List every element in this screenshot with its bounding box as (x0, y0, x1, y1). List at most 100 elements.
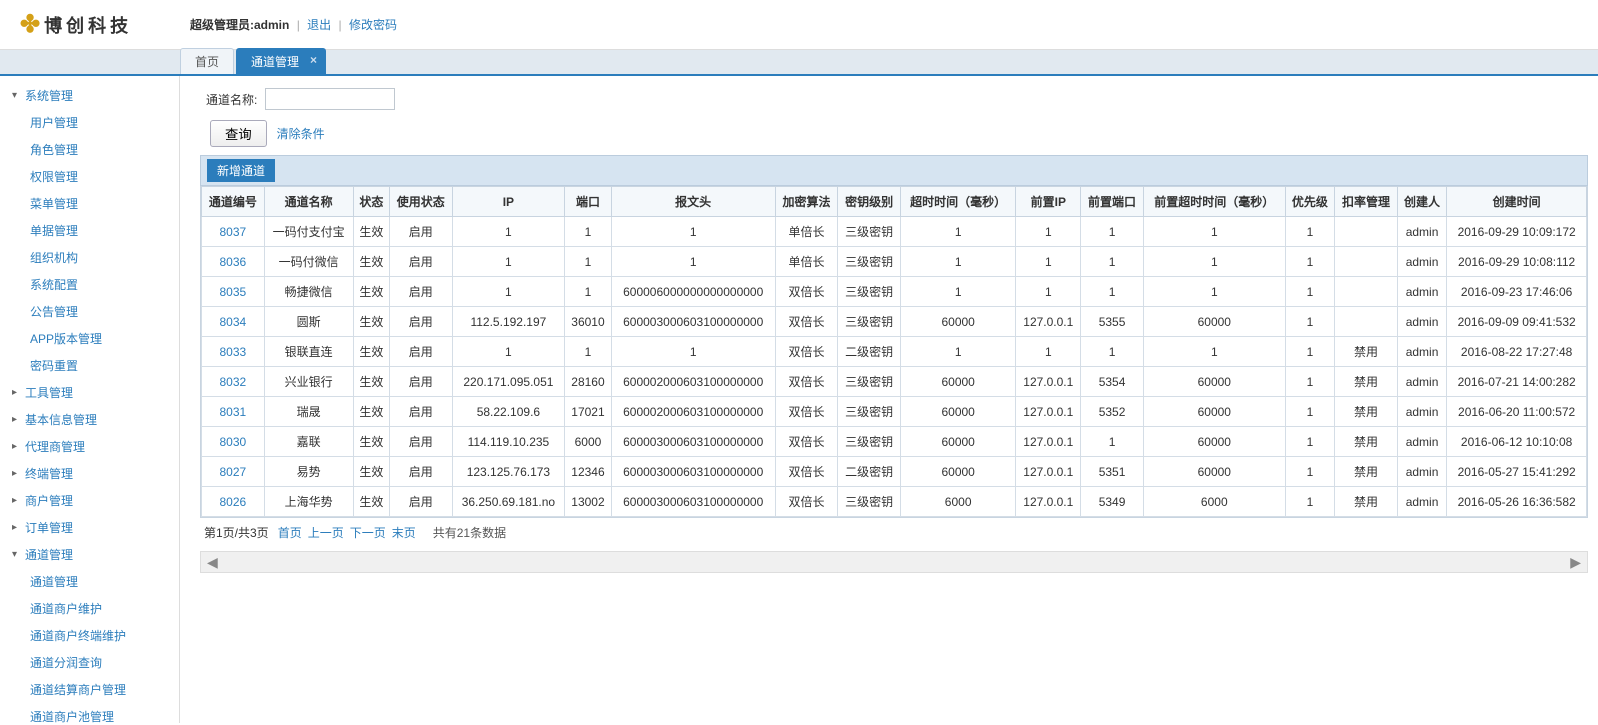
table-cell: 36.250.69.181.no (452, 487, 565, 517)
logo: ✤ 博创科技 (0, 10, 180, 39)
page-count: 共有21条数据 (433, 524, 506, 541)
table-cell: 127.0.0.1 (1016, 307, 1081, 337)
sidebar-item[interactable]: ▸代理商管理 (0, 433, 179, 460)
sidebar-child[interactable]: 通道商户池管理 (0, 703, 179, 723)
column-header: 状态 (353, 187, 389, 217)
user-info: 超级管理员:admin | 退出 | 修改密码 (180, 16, 397, 33)
table-cell: 1 (900, 277, 1015, 307)
table-cell: 三级密钥 (838, 217, 901, 247)
sidebar-child[interactable]: 单据管理 (0, 217, 179, 244)
sidebar-child[interactable]: 菜单管理 (0, 190, 179, 217)
table-cell: 600002000603100000000 (611, 367, 775, 397)
sidebar-child[interactable]: 组织机构 (0, 244, 179, 271)
sidebar-item-channel[interactable]: ▾ 通道管理 (0, 541, 179, 568)
table-cell[interactable]: 8032 (202, 367, 265, 397)
logo-icon: ✤ (20, 10, 40, 39)
scroll-right-icon[interactable]: ▶ (1570, 554, 1581, 571)
table-cell: 禁用 (1335, 397, 1398, 427)
table-cell: 60000 (900, 457, 1015, 487)
sidebar-item[interactable]: ▸终端管理 (0, 460, 179, 487)
sidebar-child[interactable]: 通道商户终端维护 (0, 622, 179, 649)
horizontal-scrollbar[interactable]: ◀ ▶ (200, 551, 1588, 573)
table-cell: 28160 (565, 367, 612, 397)
table-cell: 600002000603100000000 (611, 397, 775, 427)
table-cell (1335, 217, 1398, 247)
pagination: 第1页/共3页 首页 上一页 下一页 末页 共有21条数据 (200, 518, 1588, 547)
table-cell: 启用 (389, 247, 452, 277)
table-cell: 生效 (353, 397, 389, 427)
page-first[interactable]: 首页 (278, 524, 302, 541)
table-cell: 1 (1285, 307, 1334, 337)
clear-conditions-link[interactable]: 清除条件 (277, 125, 325, 142)
caret-right-icon: ▸ (12, 387, 22, 398)
sidebar-item[interactable]: ▸工具管理 (0, 379, 179, 406)
table-cell: 2016-05-27 15:41:292 (1447, 457, 1587, 487)
table-cell: 二级密钥 (838, 457, 901, 487)
table-cell: admin (1397, 217, 1446, 247)
tab-close-icon[interactable]: × (310, 53, 317, 67)
table-cell: 60000 (1143, 457, 1285, 487)
sidebar-child[interactable]: 权限管理 (0, 163, 179, 190)
sidebar-child[interactable]: 通道分润查询 (0, 649, 179, 676)
column-header: 创建人 (1397, 187, 1446, 217)
table-cell[interactable]: 8026 (202, 487, 265, 517)
sidebar-item[interactable]: ▸商户管理 (0, 487, 179, 514)
sidebar-child[interactable]: 用户管理 (0, 109, 179, 136)
sidebar-child[interactable]: 系统配置 (0, 271, 179, 298)
table-cell[interactable]: 8037 (202, 217, 265, 247)
table-cell: 1 (1285, 277, 1334, 307)
table-cell[interactable]: 8031 (202, 397, 265, 427)
scroll-left-icon[interactable]: ◀ (207, 554, 218, 571)
table-cell: admin (1397, 367, 1446, 397)
table-cell: 600006000000000000000 (611, 277, 775, 307)
table-row: 8035畅捷微信生效启用11600006000000000000000双倍长三级… (202, 277, 1587, 307)
table-cell: 60000 (900, 367, 1015, 397)
sidebar-item-system[interactable]: ▾ 系统管理 (0, 82, 179, 109)
table-cell: 6000 (565, 427, 612, 457)
table-cell: admin (1397, 247, 1446, 277)
top-header: ✤ 博创科技 超级管理员:admin | 退出 | 修改密码 (0, 0, 1598, 50)
table-cell: 123.125.76.173 (452, 457, 565, 487)
search-button[interactable]: 查询 (210, 120, 267, 147)
table-cell: 127.0.0.1 (1016, 457, 1081, 487)
table-cell: 三级密钥 (838, 247, 901, 277)
sidebar-item[interactable]: ▸基本信息管理 (0, 406, 179, 433)
table-cell: 2016-09-29 10:09:172 (1447, 217, 1587, 247)
tab-channel-manage[interactable]: 通道管理 × (236, 48, 326, 74)
table-cell: 600003000603100000000 (611, 487, 775, 517)
sidebar-child[interactable]: 通道管理 (0, 568, 179, 595)
table-cell: 1 (1016, 217, 1081, 247)
tab-home[interactable]: 首页 (180, 48, 234, 74)
table-cell: 2016-09-23 17:46:06 (1447, 277, 1587, 307)
sidebar-child[interactable]: APP版本管理 (0, 325, 179, 352)
table-cell: 5355 (1081, 307, 1144, 337)
table-cell[interactable]: 8033 (202, 337, 265, 367)
table-cell: 1 (1285, 337, 1334, 367)
table-cell: 5354 (1081, 367, 1144, 397)
sidebar-child[interactable]: 角色管理 (0, 136, 179, 163)
sidebar-child[interactable]: 公告管理 (0, 298, 179, 325)
page-last[interactable]: 末页 (392, 524, 416, 541)
channel-name-input[interactable] (265, 88, 395, 110)
add-channel-button[interactable]: 新增通道 (207, 159, 275, 182)
sidebar-child[interactable]: 密码重置 (0, 352, 179, 379)
table-cell[interactable]: 8027 (202, 457, 265, 487)
table-cell[interactable]: 8030 (202, 427, 265, 457)
table-cell: 2016-05-26 16:36:582 (1447, 487, 1587, 517)
caret-right-icon: ▸ (12, 414, 22, 425)
change-password-link[interactable]: 修改密码 (349, 18, 397, 32)
sidebar-child[interactable]: 通道商户维护 (0, 595, 179, 622)
table-cell[interactable]: 8035 (202, 277, 265, 307)
page-prev[interactable]: 上一页 (308, 524, 344, 541)
sidebar-item[interactable]: ▸订单管理 (0, 514, 179, 541)
page-next[interactable]: 下一页 (350, 524, 386, 541)
table-cell: 1 (611, 247, 775, 277)
table-cell: 双倍长 (775, 367, 838, 397)
table-body: 8037一码付支付宝生效启用111单倍长三级密钥11111admin2016-0… (202, 217, 1587, 517)
sidebar-child[interactable]: 通道结算商户管理 (0, 676, 179, 703)
table-cell: admin (1397, 397, 1446, 427)
table-cell[interactable]: 8036 (202, 247, 265, 277)
logout-link[interactable]: 退出 (307, 18, 331, 32)
table-cell[interactable]: 8034 (202, 307, 265, 337)
table-row: 8026上海华势生效启用36.250.69.181.no130026000030… (202, 487, 1587, 517)
